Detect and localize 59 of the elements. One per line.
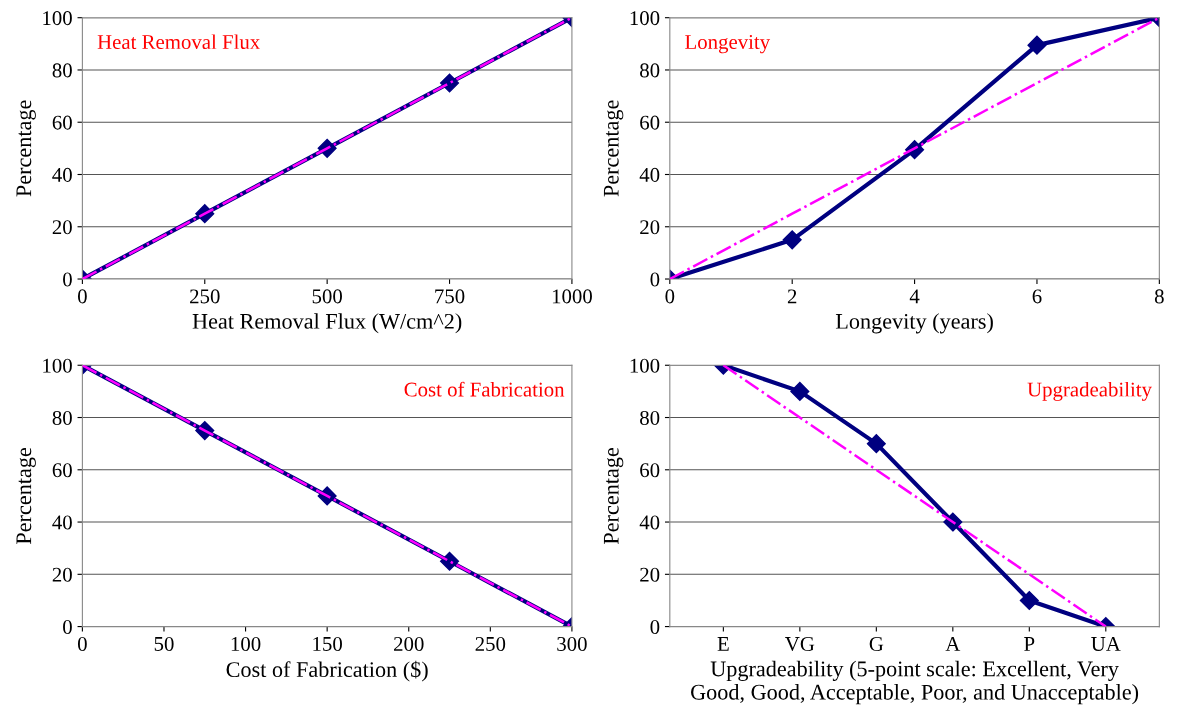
y-tick-label: 40: [639, 167, 660, 182]
y-tick-label: 80: [52, 63, 72, 78]
y-tick-label: 100: [630, 358, 660, 373]
x-tick-label: P: [1024, 637, 1035, 651]
x-tick-label: 6: [1032, 289, 1042, 304]
x-tick-label: E: [717, 637, 729, 651]
annotation: Heat Removal Flux: [97, 34, 260, 50]
x-tick-label: 8: [1154, 289, 1164, 304]
x-tick-label: 1000: [552, 289, 592, 304]
y-tick-label: 100: [43, 11, 72, 26]
annotation: Upgradeability: [1027, 381, 1152, 401]
x-tick-label: 50: [154, 636, 174, 651]
x-tick-label: 0: [665, 289, 675, 304]
y-tick-label: 100: [630, 11, 660, 26]
x-tick-label: 300: [557, 636, 587, 651]
x-tick-label: 150: [313, 636, 342, 651]
x-tick-label: A: [945, 637, 961, 651]
x-tick-label: 4: [909, 289, 920, 304]
y-tick-label: 60: [640, 115, 660, 130]
y-tick-label: 0: [650, 619, 660, 635]
y-tick-label: 20: [52, 567, 72, 582]
x-tick-label: 0: [77, 289, 87, 304]
y-tick-label: 20: [640, 567, 660, 582]
y-tick-label: 0: [63, 619, 72, 635]
y-tick-label: 80: [640, 410, 660, 425]
y-tick-label: 40: [52, 167, 72, 182]
y-tick-label: 100: [43, 358, 72, 373]
y-tick-label: 80: [52, 410, 72, 425]
x-tick-label: 0: [77, 636, 87, 651]
x-tick-label: 250: [190, 289, 220, 304]
x-axis-title: Heat Removal Flux (W/cm^2): [192, 313, 462, 334]
y-tick-label: 40: [52, 515, 72, 530]
x-axis-title: Longevity (years): [835, 313, 993, 334]
y-axis-title: Percentage: [603, 100, 624, 197]
y-tick-label: 60: [52, 115, 72, 130]
x-tick-label: 750: [435, 289, 465, 304]
y-tick-label: 0: [63, 272, 72, 287]
y-axis-title: Percentage: [603, 447, 624, 545]
y-axis-title: Percentage: [16, 447, 36, 545]
x-tick-label: 100: [231, 636, 261, 651]
x-tick-label: VG: [785, 636, 815, 652]
y-tick-label: 80: [640, 63, 660, 78]
x-tick-label: 250: [475, 636, 506, 651]
annotation: Longevity: [685, 34, 771, 54]
x-axis-title: Upgradeability (5-point scale: Excellent, Very Good, Good, Acceptable, Poor, and Unacceptable): [691, 660, 1139, 705]
x-tick-label: 200: [394, 636, 424, 651]
y-tick-label: 20: [640, 220, 660, 235]
y-tick-label: 60: [640, 463, 660, 478]
x-axis-title: Cost of Fabrication ($): [226, 660, 428, 682]
y-tick-label: 40: [639, 515, 660, 530]
x-tick-label: 2: [787, 289, 797, 304]
x-tick-label: G: [869, 636, 884, 651]
annotation: Cost of Fabrication: [404, 381, 565, 397]
x-tick-label: UA: [1091, 637, 1121, 651]
y-tick-label: 0: [650, 272, 660, 287]
y-tick-label: 60: [52, 463, 72, 478]
y-tick-label: 20: [52, 220, 72, 235]
x-tick-label: 500: [312, 289, 342, 304]
y-axis-title: Percentage: [16, 100, 36, 197]
